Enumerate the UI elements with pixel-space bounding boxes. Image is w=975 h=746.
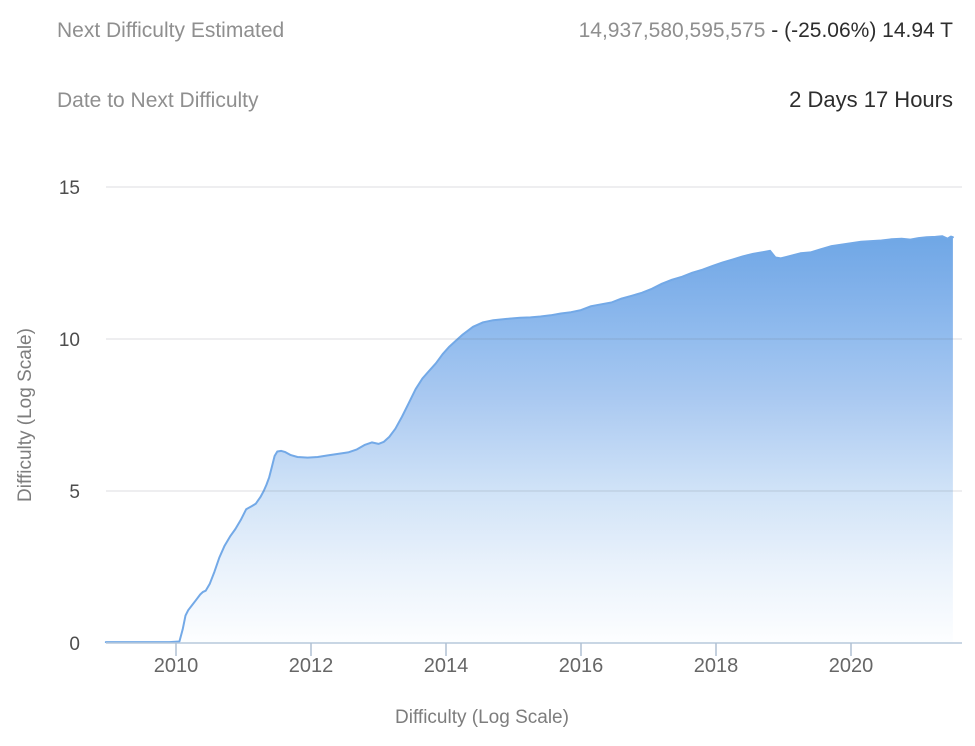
- x-axis: [106, 642, 962, 656]
- gridlines: [106, 186, 962, 492]
- x-tick-labels: 2010 2012 2014 2016 2018 2020: [154, 655, 874, 677]
- next-difficulty-estimated-label: Next Difficulty Estimated: [57, 19, 285, 42]
- next-difficulty-number: 14,937,580,595,575: [578, 19, 766, 42]
- x-tick-label-2020: 2020: [829, 655, 874, 677]
- x-tick-label-2018: 2018: [694, 655, 739, 677]
- y-tick-label-10: 10: [59, 330, 80, 351]
- date-to-next-difficulty-label: Date to Next Difficulty: [57, 89, 259, 112]
- x-tick-label-2010: 2010: [154, 655, 199, 677]
- x-tick-label-2014: 2014: [424, 655, 469, 677]
- y-tick-label-5: 5: [69, 482, 80, 503]
- series-line: [104, 235, 954, 644]
- next-difficulty-row: Next Difficulty Estimated 14,937,580,595…: [57, 17, 953, 45]
- y-tick-label-0: 0: [69, 634, 80, 655]
- y-axis-title: Difficulty (Log Scale): [15, 328, 36, 502]
- difficulty-chart-svg[interactable]: 0 5 10 15 2010 2012 2014 2016 2018 2020 Difficul…: [0, 120, 975, 746]
- date-to-next-difficulty-value: 2 Days 17 Hours: [789, 87, 953, 112]
- y-tick-labels: 0 5 10 15: [59, 178, 80, 655]
- area-fill: [105, 236, 953, 643]
- x-axis-title: Difficulty (Log Scale): [395, 707, 569, 728]
- next-difficulty-estimated-value: 14,937,580,595,575 - (-25.06%) 14.94 T: [579, 17, 953, 45]
- y-tick-label-15: 15: [59, 178, 80, 199]
- date-to-next-difficulty-row: Date to Next Difficulty 2 Days 17 Hours: [57, 86, 953, 115]
- difficulty-chart[interactable]: 0 5 10 15 2010 2012 2014 2016 2018 2020 Difficul…: [0, 120, 975, 746]
- x-tick-label-2012: 2012: [289, 655, 334, 677]
- next-difficulty-change: - (-25.06%) 14.94 T: [765, 19, 953, 42]
- x-tick-label-2016: 2016: [559, 655, 604, 677]
